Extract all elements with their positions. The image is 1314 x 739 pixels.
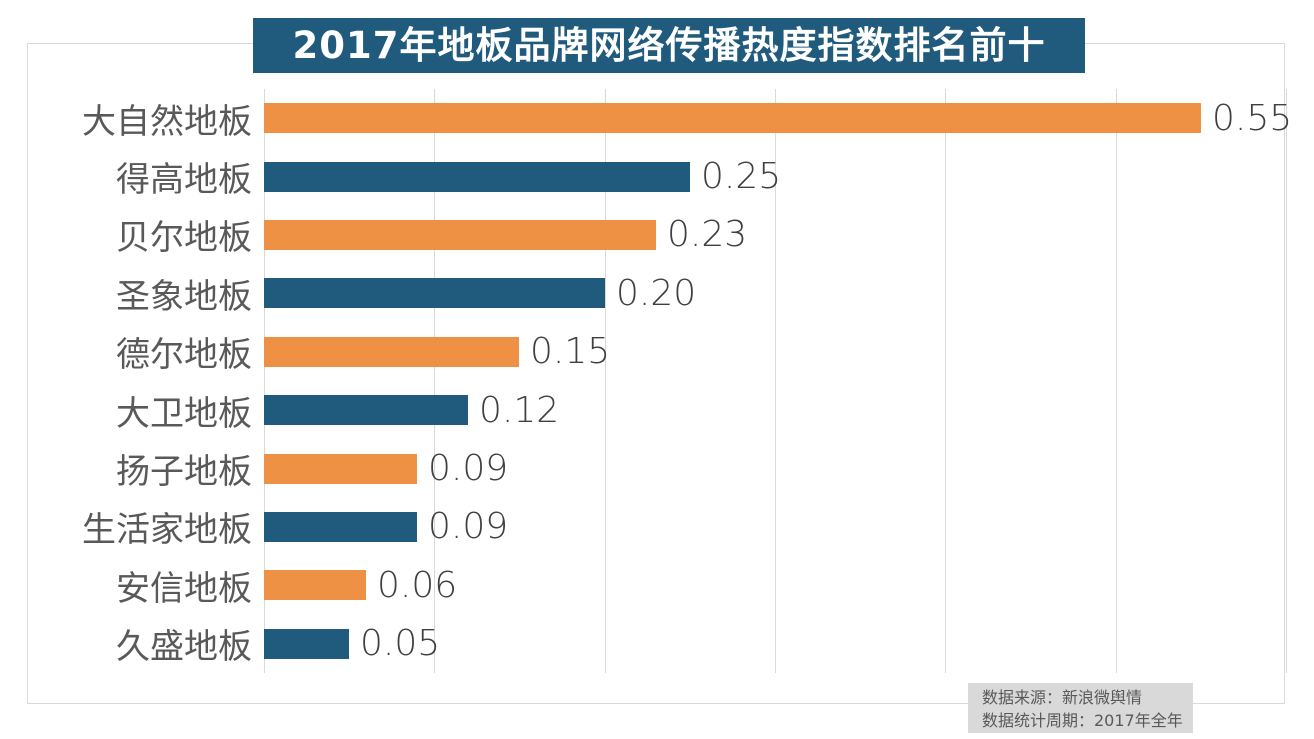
value-label: 0.15 xyxy=(530,331,611,373)
category-label: 圣象地板 xyxy=(116,276,252,317)
value-label: 0.06 xyxy=(377,564,458,606)
category-label: 德尔地板 xyxy=(116,335,252,376)
value-label: 0.09 xyxy=(428,448,509,490)
gridline-x-0.3 xyxy=(775,89,776,673)
chart-title: 2017年地板品牌网络传播热度指数排名前十 xyxy=(253,18,1085,73)
category-label: 安信地板 xyxy=(116,568,252,609)
gridline-x-0.4 xyxy=(945,89,946,673)
bar-row: 贝尔地板 0.23 xyxy=(0,206,1314,264)
category-label: 得高地板 xyxy=(116,160,252,201)
bar-row: 圣象地板 0.20 xyxy=(0,264,1314,322)
bar-row: 生活家地板 0.09 xyxy=(0,498,1314,556)
bar-row: 大卫地板 0.12 xyxy=(0,381,1314,439)
bar xyxy=(264,161,690,192)
gridline-x-0.1 xyxy=(434,89,435,673)
gridline-x-0.5 xyxy=(1116,89,1117,673)
bar xyxy=(264,103,1201,134)
bar xyxy=(264,336,519,367)
bar xyxy=(264,570,366,601)
value-label: 0.20 xyxy=(616,272,697,314)
value-label: 0.09 xyxy=(428,506,509,548)
value-label: 0.12 xyxy=(479,389,560,431)
bar xyxy=(264,219,656,250)
value-label: 0.05 xyxy=(360,623,441,665)
bar-rows: 大自然地板 0.55 得高地板 0.25 贝尔地板 0.23 圣象地板 0.20 德尔地板 0.1… xyxy=(0,89,1314,673)
bar xyxy=(264,628,349,659)
bar-row: 久盛地板 0.05 xyxy=(0,615,1314,673)
category-label: 大自然地板 xyxy=(82,101,252,142)
source-line-origin: 数据来源：新浪微舆情 xyxy=(982,688,1143,707)
bar xyxy=(264,453,417,484)
bar-row: 大自然地板 0.55 xyxy=(0,89,1314,147)
value-label: 0.55 xyxy=(1212,97,1293,139)
gridline-x-0.0 xyxy=(264,89,265,673)
category-label: 大卫地板 xyxy=(116,393,252,434)
bar-row: 得高地板 0.25 xyxy=(0,147,1314,205)
source-line-period: 数据统计周期：2017年全年 xyxy=(982,711,1183,730)
value-label: 0.25 xyxy=(701,156,782,198)
category-label: 生活家地板 xyxy=(82,510,252,551)
bar-row: 安信地板 0.06 xyxy=(0,556,1314,614)
source-box: 数据来源：新浪微舆情 数据统计周期：2017年全年 xyxy=(968,683,1193,733)
gridline-x-0.2 xyxy=(605,89,606,673)
value-label: 0.23 xyxy=(667,214,748,256)
bar xyxy=(264,511,417,542)
bar xyxy=(264,278,605,309)
bar-row: 扬子地板 0.09 xyxy=(0,439,1314,497)
category-label: 贝尔地板 xyxy=(116,218,252,259)
bar xyxy=(264,395,468,426)
category-label: 扬子地板 xyxy=(116,452,252,493)
category-label: 久盛地板 xyxy=(116,627,252,668)
gridline-x-0.6 xyxy=(1286,89,1287,673)
bar-row: 德尔地板 0.15 xyxy=(0,323,1314,381)
